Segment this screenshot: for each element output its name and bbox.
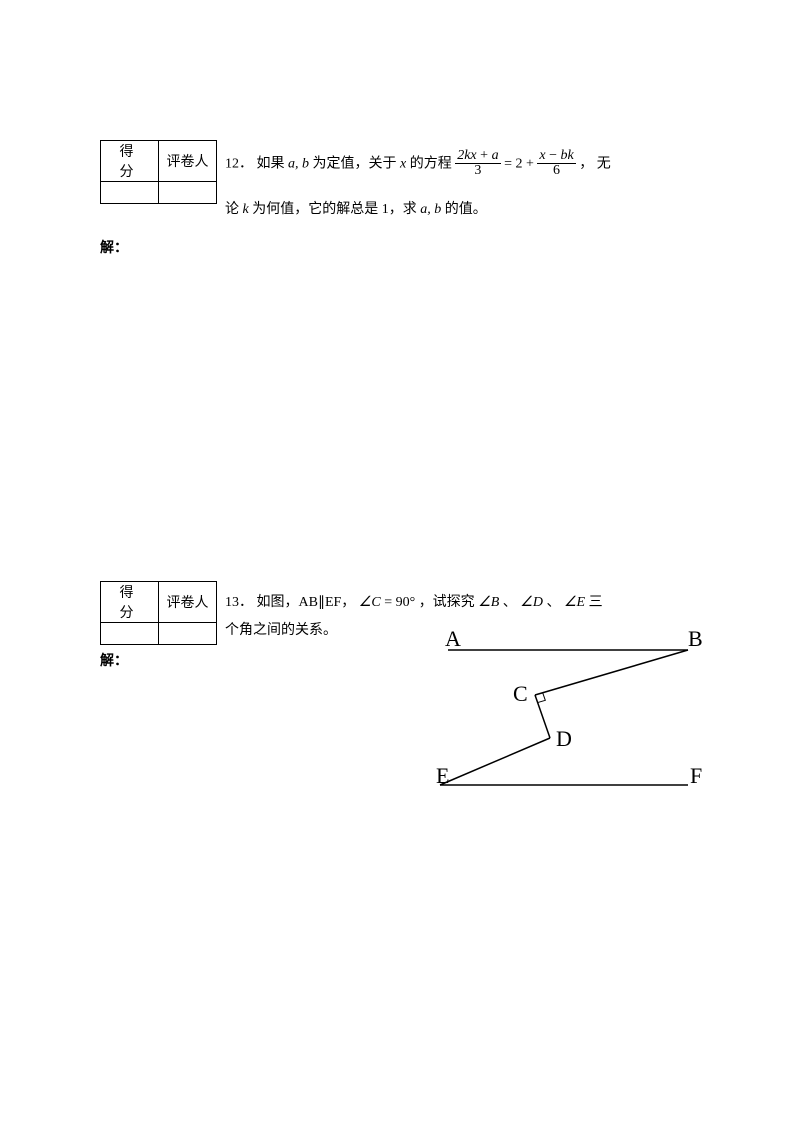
p12-after: ， 无: [579, 157, 611, 172]
p12-k: k: [243, 202, 249, 217]
label-E: E: [436, 763, 449, 789]
p12-eqmid: = 2 +: [504, 157, 534, 172]
f2n1: x: [539, 148, 545, 163]
p12-x: x: [400, 157, 406, 172]
score-header: 得 分: [101, 141, 159, 182]
p12-l2a: 论: [225, 202, 239, 217]
p13-sep2: 、: [546, 595, 560, 610]
page: 得 分 评卷人 12． 如果 a, b 为定值，关于 x 的方程 2kx + a…: [0, 0, 800, 1132]
reviewer-cell-empty: [159, 182, 217, 204]
p12-frac2: x − bk 6: [537, 149, 575, 178]
score-table-12: 得 分 评卷人: [100, 140, 217, 204]
p12-l2c: 的值。: [445, 202, 487, 217]
f1n2: a: [492, 148, 499, 163]
p13-angC: ∠C: [359, 595, 381, 610]
p13-par: ∥: [318, 595, 325, 610]
p13-eq90: = 90°: [384, 595, 415, 610]
p12-frac1: 2kx + a 3: [455, 149, 500, 178]
problem-12-line1: 12． 如果 a, b 为定值，关于 x 的方程 2kx + a 3 = 2 +…: [225, 150, 715, 179]
reviewer-header-13: 评卷人: [159, 582, 217, 623]
p12-ab: a, b: [288, 157, 309, 172]
solution-12: 解：: [100, 237, 128, 257]
reviewer-cell-empty-13: [159, 623, 217, 645]
solution-13: 解：: [100, 650, 128, 670]
reviewer-header: 评卷人: [159, 141, 217, 182]
label-F: F: [690, 763, 702, 789]
p12-number: 12．: [225, 157, 253, 172]
p13-angD: ∠D: [520, 595, 543, 610]
score-cell-empty-13: [101, 623, 159, 645]
f2n2: bk: [560, 148, 573, 163]
problem-12-line2: 论 k 为何值，它的解总是 1，求 a, b 的值。: [225, 197, 487, 223]
problem-13-line1: 13． 如图，AB∥EF， ∠C = 90° ，试探究 ∠B 、 ∠D 、 ∠E…: [225, 590, 715, 616]
p13-angE: ∠E: [564, 595, 585, 610]
p13-c: 三: [589, 595, 603, 610]
p12-before: 如果: [257, 157, 285, 172]
p12-mid1: 为定值，关于: [313, 157, 397, 172]
label-B: B: [688, 626, 703, 652]
p13-angB: ∠B: [478, 595, 499, 610]
p12-mid2: 的方程: [410, 157, 452, 172]
p13-b: ，试探究: [419, 595, 475, 610]
label-C: C: [513, 681, 528, 707]
p12-l2b: 为何值，它的解总是 1，求: [252, 202, 417, 217]
problem-13-line2: 个角之间的关系。: [225, 618, 337, 644]
diagram-13: A B C D E F: [430, 640, 710, 810]
score-header-13: 得 分: [101, 582, 159, 623]
p13-a2: EF，: [325, 595, 355, 610]
f2d: 6: [537, 164, 575, 178]
f1d: 3: [455, 164, 500, 178]
label-A: A: [445, 626, 461, 652]
p12-ab2: a, b: [420, 202, 441, 217]
p13-sep1: 、: [503, 595, 517, 610]
p13-number: 13．: [225, 595, 253, 610]
score-cell-empty: [101, 182, 159, 204]
score-table-13: 得 分 评卷人: [100, 581, 217, 645]
label-D: D: [556, 726, 572, 752]
f1n1: 2kx: [457, 148, 476, 163]
diagram-svg: [430, 640, 710, 810]
p13-a: 如图，AB: [257, 595, 318, 610]
